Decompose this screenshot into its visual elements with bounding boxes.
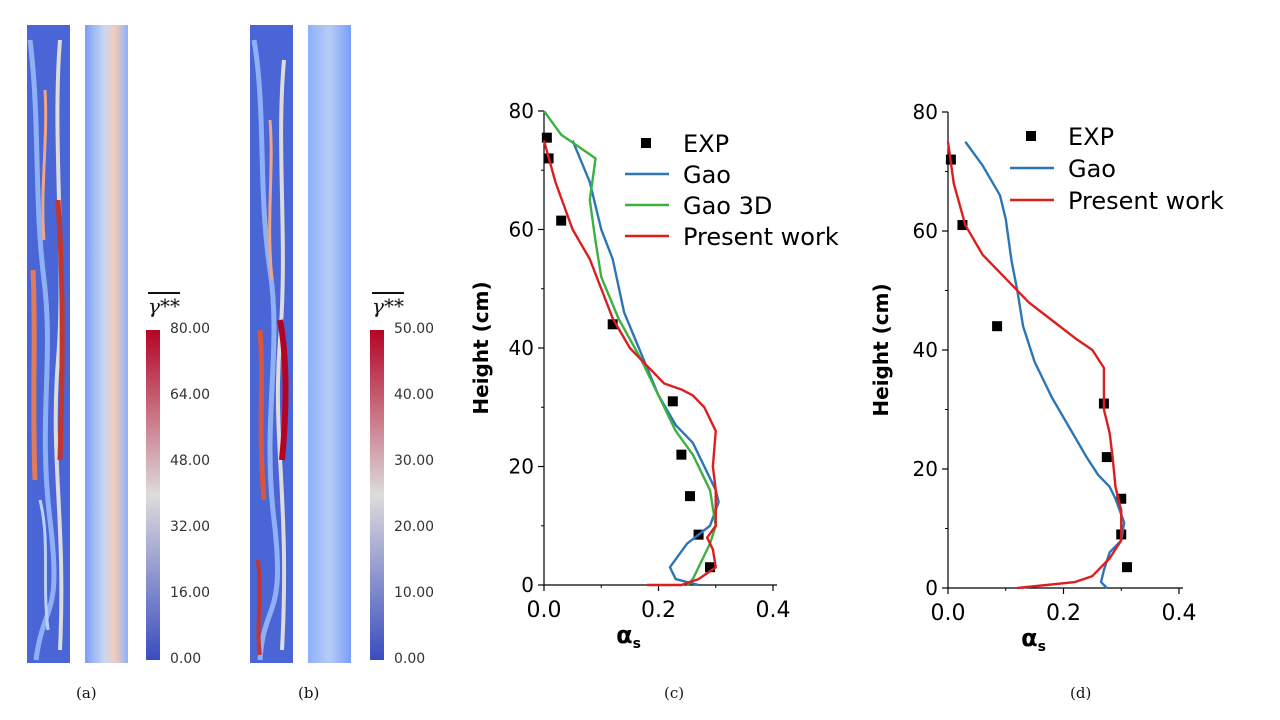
contour-strip-a1 <box>27 25 70 663</box>
legend-marker-exp <box>1026 131 1036 141</box>
x-axis-label: αs <box>1021 624 1046 655</box>
x-tick-label: 0.2 <box>1046 601 1081 626</box>
contour-strip-a2 <box>85 25 128 663</box>
colorbar-a-tick: 0.00 <box>170 651 202 667</box>
legend-label: Gao <box>1068 155 1116 183</box>
y-tick-label: 0 <box>521 573 534 597</box>
y-tick-label: 80 <box>913 100 938 124</box>
y-tick-label: 20 <box>509 455 534 479</box>
exp-point <box>684 491 695 502</box>
legend-label: EXP <box>1068 123 1114 151</box>
present-work-line <box>542 140 717 587</box>
colorbar-b-title: γ** <box>372 294 404 318</box>
contour-strip-b2 <box>308 25 351 663</box>
gao-line <box>571 140 720 587</box>
exp-point <box>1101 452 1112 463</box>
gao-line <box>964 141 1126 589</box>
contour-strip-b1 <box>250 25 293 663</box>
y-tick-label: 20 <box>913 457 938 481</box>
y-axis-label: Height (cm) <box>469 281 493 414</box>
gao-3d-line <box>543 110 717 586</box>
colorbar-b-tick: 20.00 <box>394 519 435 535</box>
legend-label: Gao 3D <box>683 192 772 220</box>
y-tick-label: 80 <box>509 99 534 123</box>
exp-point <box>1122 562 1133 573</box>
exp-point <box>1116 493 1127 504</box>
exp-point <box>667 396 678 407</box>
chart-c: 0 20 40 60 80 0.0 0.2 0.4 αs Height (cm) EXP Gao Gao… <box>469 99 839 652</box>
panel-label-a: (a) <box>76 684 97 702</box>
y-tick-label: 60 <box>913 219 938 243</box>
panel-label-b: (b) <box>298 684 320 702</box>
colorbar-b-tick: 50.00 <box>394 321 435 337</box>
colorbar-b-tick: 0.00 <box>394 651 426 667</box>
colorbar-a <box>146 330 160 660</box>
colorbar-b <box>370 330 384 660</box>
contour-panel-a <box>27 25 160 663</box>
legend-label: EXP <box>683 130 729 158</box>
y-tick-label: 60 <box>509 218 534 242</box>
exp-point <box>607 319 618 330</box>
x-tick-label: 0.4 <box>756 598 791 623</box>
colorbar-b-tick: 10.00 <box>394 585 435 601</box>
chart-d: 0 20 40 60 80 0.0 0.2 0.4 αs Height (cm) EXP Gao Pre… <box>869 100 1224 655</box>
legend-marker-exp <box>641 138 651 148</box>
y-tick-label: 40 <box>913 338 938 362</box>
exp-point <box>556 215 567 226</box>
colorbar-a-tick: 48.00 <box>170 453 211 469</box>
colorbar-b-tick: 30.00 <box>394 453 435 469</box>
contour-panel-b-body <box>250 25 384 663</box>
x-tick-label: 0.0 <box>931 601 966 626</box>
y-axis-label: Height (cm) <box>869 283 893 416</box>
present-work-line <box>946 141 1123 590</box>
x-tick-label: 0.0 <box>527 598 562 623</box>
exp-point <box>957 220 968 231</box>
exp-point <box>676 449 687 460</box>
colorbar-a-tick: 80.00 <box>170 321 211 337</box>
x-tick-label: 0.2 <box>641 598 676 623</box>
colorbar-a-title: γ** <box>148 294 180 318</box>
legend-label: Present work <box>1068 187 1224 215</box>
colorbar-b-tick: 40.00 <box>394 387 435 403</box>
x-tick-label: 0.4 <box>1162 601 1197 626</box>
legend-label: Gao <box>683 161 731 189</box>
legend-label: Present work <box>683 223 839 251</box>
colorbar-a-tick: 32.00 <box>170 519 211 535</box>
exp-point <box>541 132 552 143</box>
colorbar-a-tick: 16.00 <box>170 585 211 601</box>
panel-label-d: (d) <box>1070 684 1092 702</box>
x-axis-label: αs <box>616 621 641 652</box>
exp-point <box>705 562 716 573</box>
exp-point <box>992 321 1003 332</box>
colorbar-a-tick: 64.00 <box>170 387 211 403</box>
y-tick-label: 40 <box>509 336 534 360</box>
panel-label-c: (c) <box>664 684 685 702</box>
y-tick-label: 0 <box>925 576 938 600</box>
